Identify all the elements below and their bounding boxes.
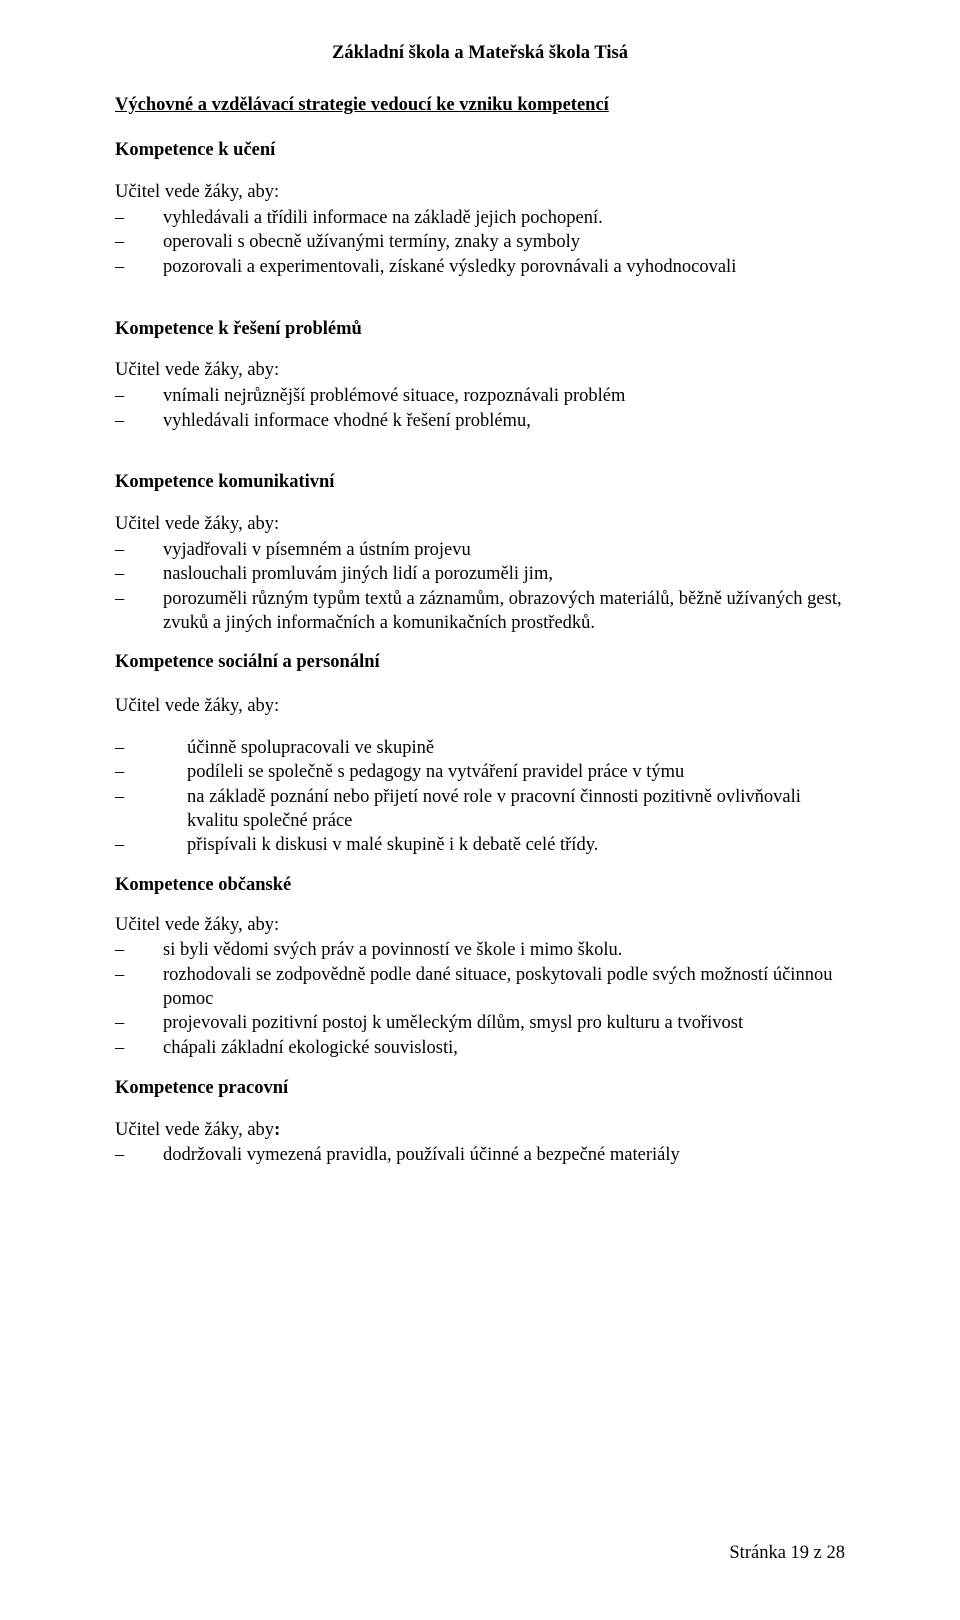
list-item: porozuměli různým typům textů a záznamům… xyxy=(115,588,845,635)
list-s6: dodržovali vymezená pravidla, používali … xyxy=(115,1144,845,1168)
list-s1: vyhledávali a třídili informace na zákla… xyxy=(115,207,845,280)
list-item: vyhledávali a třídili informace na zákla… xyxy=(115,207,845,231)
heading-kompetence-pracovni: Kompetence pracovní xyxy=(115,1077,845,1101)
lead-text: Učitel vede žáky, aby: xyxy=(115,181,845,205)
list-item: si byli vědomi svých práv a povinností v… xyxy=(115,939,845,963)
page-footer: Stránka 19 z 28 xyxy=(729,1542,845,1566)
list-item: pozorovali a experimentovali, získané vý… xyxy=(115,256,845,280)
list-item: operovali s obecně užívanými termíny, zn… xyxy=(115,231,845,255)
heading-kompetence-obcanske: Kompetence občanské xyxy=(115,874,845,898)
lead-text: Učitel vede žáky, aby: xyxy=(115,513,845,537)
list-item: účinně spolupracovali ve skupině xyxy=(115,737,845,761)
lead-text: Učitel vede žáky, aby: xyxy=(115,914,845,938)
list-item: dodržovali vymezená pravidla, používali … xyxy=(115,1144,845,1168)
list-item: podíleli se společně s pedagogy na vytvá… xyxy=(115,761,845,785)
lead-prefix: Učitel vede žáky, aby xyxy=(115,1120,274,1140)
lead-text: Učitel vede žáky, aby: xyxy=(115,359,845,383)
heading-kompetence-reseni: Kompetence k řešení problémů xyxy=(115,318,845,342)
list-item: vnímali nejrůznější problémové situace, … xyxy=(115,385,845,409)
list-s2: vnímali nejrůznější problémové situace, … xyxy=(115,385,845,433)
list-s4: účinně spolupracovali ve skupině podílel… xyxy=(115,737,845,858)
document-title: Výchovné a vzdělávací strategie vedoucí … xyxy=(115,94,845,118)
heading-kompetence-komunikativni: Kompetence komunikativní xyxy=(115,471,845,495)
heading-kompetence-uceni: Kompetence k učení xyxy=(115,139,845,163)
list-item: vyhledávali informace vhodné k řešení pr… xyxy=(115,410,845,434)
lead-text: Učitel vede žáky, aby: xyxy=(115,1119,845,1143)
list-item: vyjadřovali v písemném a ústním projevu xyxy=(115,539,845,563)
list-item: na základě poznání nebo přijetí nové rol… xyxy=(115,786,845,833)
list-s3: vyjadřovali v písemném a ústním projevu … xyxy=(115,539,845,636)
list-item: přispívali k diskusi v malé skupině i k … xyxy=(115,834,845,858)
page-header: Základní škola a Mateřská škola Tisá xyxy=(115,42,845,66)
lead-colon: : xyxy=(274,1120,280,1140)
list-item: projevovali pozitivní postoj k uměleckým… xyxy=(115,1012,845,1036)
lead-text: Učitel vede žáky, aby: xyxy=(115,695,845,719)
list-s5: si byli vědomi svých práv a povinností v… xyxy=(115,939,845,1060)
list-item: chápali základní ekologické souvislosti, xyxy=(115,1037,845,1061)
list-item: naslouchali promluvám jiných lidí a poro… xyxy=(115,563,845,587)
heading-kompetence-socialni: Kompetence sociální a personální xyxy=(115,651,845,675)
list-item: rozhodovali se zodpovědně podle dané sit… xyxy=(115,964,845,1011)
